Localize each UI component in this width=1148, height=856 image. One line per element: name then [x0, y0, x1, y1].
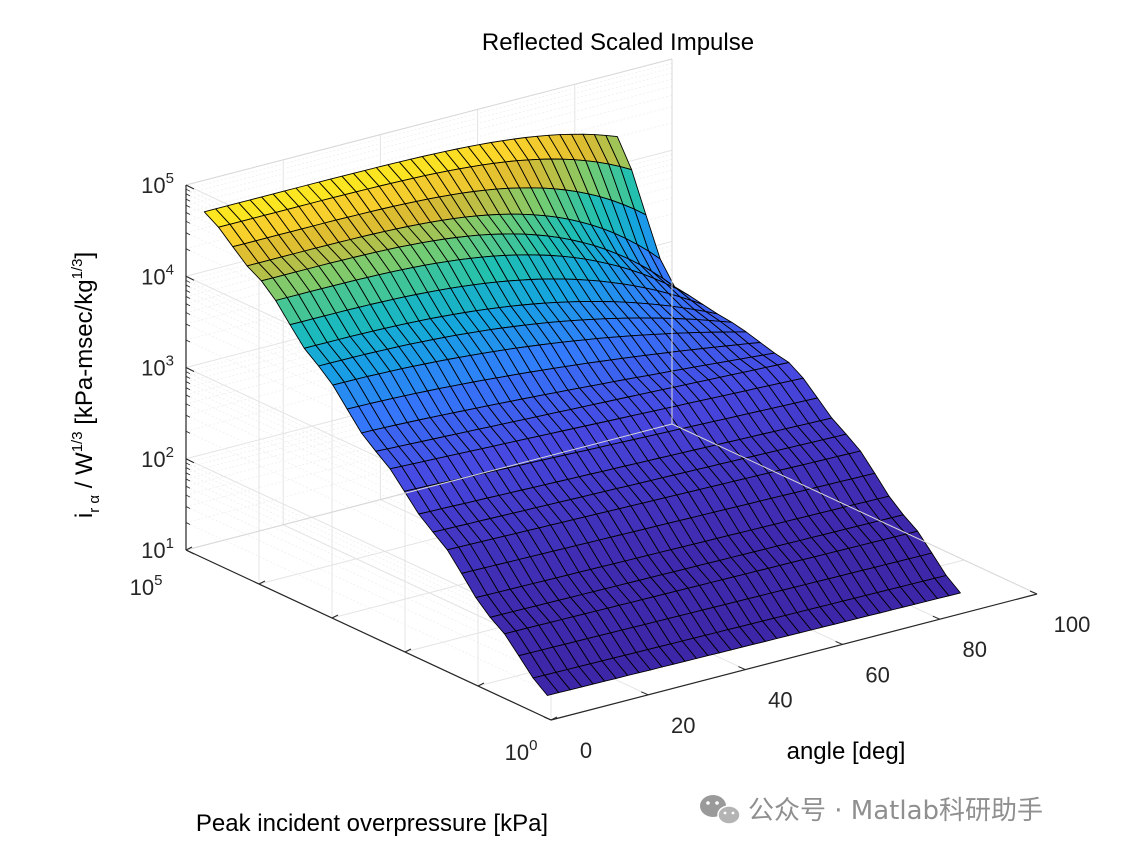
z-minor-tick [185, 303, 191, 307]
z-minor-tick [185, 284, 191, 288]
z-minor-tick [185, 522, 191, 525]
minor-grid-line [185, 387, 552, 559]
y-tick [258, 580, 266, 585]
z-minor-tick [185, 375, 191, 379]
axis-line [671, 423, 1038, 595]
z-minor-tick [185, 212, 191, 215]
y-tick-label: 100 [505, 737, 538, 765]
z-minor-tick [185, 296, 191, 299]
z-tick-label: 102 [141, 444, 174, 472]
z-minor-tick [185, 232, 191, 236]
z-minor-tick [185, 339, 191, 343]
z-minor-tick [185, 280, 191, 283]
z-minor-tick [185, 248, 191, 252]
x-tick [835, 640, 843, 645]
x-tick-label: 0 [580, 738, 592, 763]
z-tick-label: 105 [141, 170, 174, 198]
z-minor-tick [185, 414, 191, 418]
axis-line [185, 423, 673, 551]
z-minor-tick [185, 188, 191, 192]
watermark: 公众号 · Matlab科研助手 [700, 795, 1043, 826]
wechat-icon [700, 795, 741, 825]
z-minor-tick [185, 290, 191, 293]
axes-frame [185, 58, 1038, 721]
axis-line [185, 549, 552, 721]
minor-grid-line [185, 381, 552, 552]
x-tick [543, 716, 552, 721]
minor-grid-line [185, 462, 552, 634]
z-minor-tick [185, 220, 191, 224]
z-minor-tick [185, 467, 191, 470]
z-tick [185, 549, 195, 555]
z-minor-tick [185, 312, 191, 315]
minor-grid-line [185, 375, 552, 547]
x-tick-label: 60 [865, 662, 889, 687]
y-tick [404, 648, 412, 653]
z-tick [185, 458, 195, 464]
x-tick-label: 40 [768, 688, 792, 713]
z-minor-tick [185, 430, 191, 434]
z-minor-tick [185, 472, 191, 476]
minor-grid-line [185, 414, 552, 586]
z-tick [185, 184, 195, 190]
z-minor-tick [185, 323, 191, 327]
minor-grid-line [185, 371, 552, 543]
x-tick [932, 615, 940, 620]
z-tick-label: 104 [141, 261, 174, 289]
watermark-text: 公众号 · Matlab科研助手 [748, 796, 1043, 826]
y-tick-label: 105 [130, 572, 163, 600]
minor-grid-line [185, 467, 552, 638]
axis-line [185, 58, 673, 186]
y-tick [550, 716, 558, 721]
z-minor-tick [185, 403, 191, 407]
z-tick-label: 101 [141, 535, 174, 563]
x-tick [641, 691, 649, 696]
z-axis-label: ir α / W1/3 [kPa-msec/kg1/3] [69, 252, 103, 518]
minor-grid-line [185, 494, 552, 666]
x-tick-label: 80 [963, 637, 987, 662]
chart-title: Reflected Scaled Impulse [482, 29, 754, 56]
y-tick [477, 682, 485, 687]
tick-labels: 0 20 40 60 80 100 100 105 101 102 103 104 105 [130, 170, 1091, 765]
minor-grid-line [185, 472, 552, 644]
z-tick-label: 103 [141, 353, 174, 381]
z-minor-tick [185, 371, 191, 375]
minor-grid-line [185, 394, 552, 566]
z-tick [185, 367, 195, 372]
y-tick [185, 546, 193, 551]
z-minor-tick [185, 485, 191, 489]
z-minor-tick [185, 506, 191, 509]
z-minor-tick [185, 494, 191, 498]
minor-grid-line [185, 506, 552, 677]
minor-grid-line [185, 522, 552, 693]
x-tick [738, 666, 746, 671]
minor-grid-line [185, 403, 552, 575]
minor-grid-line [185, 485, 552, 657]
y-axis-label: Peak incident overpressure [kPa] [196, 810, 548, 837]
z-minor-tick [185, 394, 191, 398]
y-tick [331, 614, 339, 619]
x-tick-label: 20 [671, 713, 695, 738]
x-axis-label: angle [deg] [787, 738, 906, 765]
z-minor-tick [185, 198, 191, 202]
z-minor-tick [185, 478, 191, 482]
z-minor-tick [185, 387, 191, 391]
z-minor-tick [185, 462, 191, 466]
x-tick [1029, 590, 1038, 595]
z-minor-tick [185, 381, 191, 384]
z-tick [185, 275, 195, 281]
z-minor-tick [185, 204, 191, 208]
surface-patch [934, 575, 961, 597]
x-tick-label: 100 [1054, 612, 1091, 637]
minor-grid-line [185, 430, 552, 602]
axis-line [550, 593, 1038, 721]
z-minor-tick [185, 193, 191, 197]
